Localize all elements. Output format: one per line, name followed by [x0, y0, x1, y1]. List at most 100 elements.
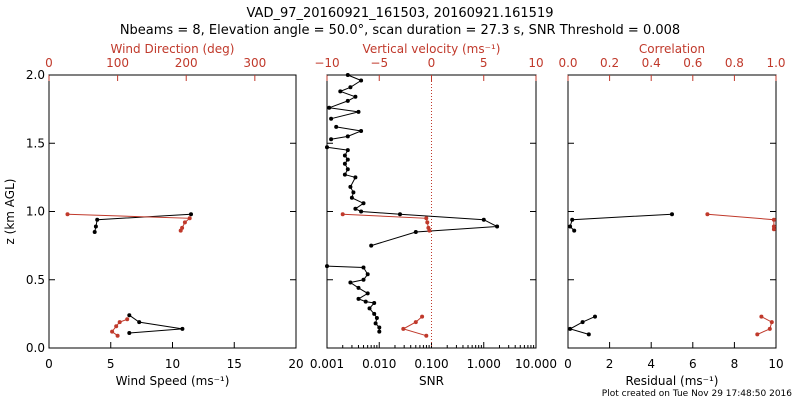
data-point-wind-speed — [95, 217, 100, 222]
top-axis-title: Vertical velocity (ms⁻¹) — [363, 42, 501, 56]
data-point-snr — [374, 316, 379, 320]
series-line-wind-speed — [129, 314, 183, 334]
y-tick-label: 1.5 — [26, 136, 45, 150]
series-line-snr — [331, 126, 363, 140]
data-point-snr — [325, 264, 329, 269]
y-axis-title: z (km AGL) — [3, 179, 17, 245]
top-axis-title: Correlation — [639, 42, 705, 56]
data-point-residual — [580, 320, 585, 325]
data-point-correlation — [771, 227, 776, 232]
bottom-tick-label: 0 — [564, 357, 572, 371]
data-point-snr — [356, 296, 361, 301]
plot-footer: Plot created on Tue Nov 29 17:48:50 2016 — [602, 389, 792, 399]
bottom-tick-label: 10.000 — [515, 357, 557, 371]
data-point-snr — [356, 109, 361, 114]
top-tick-label: 1.0 — [766, 56, 785, 70]
top-axis-title: Wind Direction (deg) — [111, 42, 235, 56]
bottom-tick-label: 8 — [731, 357, 739, 371]
data-point-wind-direction — [115, 333, 120, 338]
data-point-snr — [342, 153, 347, 158]
top-tick-label: 0 — [428, 56, 436, 70]
data-point-snr — [348, 280, 353, 285]
top-tick-label: 0.2 — [600, 56, 619, 70]
data-point-wind-direction — [182, 220, 187, 225]
top-tick-label: 0.4 — [642, 56, 661, 70]
top-tick-label: 0.6 — [683, 56, 702, 70]
y-tick-label: 0.0 — [26, 341, 45, 355]
data-point-residual — [570, 217, 575, 222]
data-point-snr — [345, 73, 350, 77]
data-point-snr — [351, 190, 356, 195]
data-point-snr — [359, 209, 364, 214]
bottom-tick-label: 10 — [165, 357, 180, 371]
data-point-snr — [372, 311, 377, 316]
data-point-residual — [568, 224, 573, 229]
data-point-snr — [353, 206, 358, 211]
bottom-tick-label: 0.001 — [310, 357, 344, 371]
data-point-snr — [345, 134, 350, 139]
data-point-snr — [377, 329, 382, 334]
data-point-snr — [413, 230, 418, 234]
data-point-snr — [361, 201, 366, 206]
data-point-vertical-velocity — [340, 212, 345, 217]
top-tick-label: −10 — [314, 56, 339, 70]
data-point-wind-direction — [178, 228, 183, 233]
series-line-snr — [326, 265, 380, 332]
data-point-snr — [325, 145, 329, 150]
data-point-wind-direction — [114, 324, 119, 329]
data-point-snr — [345, 167, 350, 172]
data-point-correlation — [771, 217, 776, 222]
data-point-snr — [363, 299, 368, 304]
data-point-snr — [365, 291, 370, 296]
bottom-tick-label: 0.100 — [414, 357, 448, 371]
data-point-snr — [359, 78, 364, 83]
plot-frame-snr — [326, 74, 537, 349]
data-point-snr — [348, 85, 353, 90]
data-point-snr — [345, 157, 350, 162]
data-point-vertical-velocity — [427, 228, 432, 233]
data-point-vertical-velocity — [420, 314, 425, 319]
data-point-snr — [495, 224, 500, 229]
plot-frame-wind — [48, 74, 297, 349]
data-point-residual — [572, 228, 577, 233]
top-tick-label: 5 — [480, 56, 488, 70]
data-point-snr — [349, 195, 354, 200]
data-point-correlation — [767, 326, 772, 331]
plot-frame-residual — [567, 74, 777, 349]
data-point-snr — [361, 265, 366, 270]
top-tick-label: 0 — [45, 56, 53, 70]
bottom-tick-label: 6 — [689, 357, 697, 371]
chart-title: VAD_97_20160921_161503, 20160921.161519 — [247, 6, 554, 21]
data-point-vertical-velocity — [401, 326, 406, 331]
data-point-vertical-velocity — [424, 333, 429, 338]
data-point-wind-speed — [180, 326, 185, 331]
data-point-snr — [353, 175, 358, 180]
data-point-wind-direction — [125, 317, 130, 322]
data-point-residual — [586, 332, 591, 337]
bottom-tick-label: 1.000 — [467, 357, 501, 371]
data-point-snr — [353, 94, 358, 99]
top-tick-label: 10 — [528, 56, 543, 70]
data-point-snr — [372, 301, 377, 305]
bottom-tick-label: 20 — [288, 357, 303, 371]
bottom-tick-label: 4 — [647, 357, 655, 371]
series-line-residual — [568, 316, 596, 335]
data-point-wind-speed — [92, 230, 97, 234]
series-line-residual — [569, 213, 673, 231]
data-point-snr — [334, 124, 339, 129]
data-point-snr — [365, 272, 370, 277]
data-point-residual — [593, 314, 597, 319]
data-point-snr — [361, 277, 366, 282]
bottom-tick-label: 0 — [45, 357, 53, 371]
data-point-snr — [367, 306, 372, 311]
data-point-snr — [345, 148, 350, 153]
data-point-snr — [329, 137, 334, 142]
data-point-wind-speed — [127, 313, 132, 318]
bottom-tick-label: 2 — [606, 357, 614, 371]
series-line-vertical-velocity — [342, 213, 430, 231]
data-point-vertical-velocity — [413, 320, 418, 325]
series-line-correlation — [707, 213, 775, 230]
series-line-vertical-velocity — [402, 316, 427, 337]
